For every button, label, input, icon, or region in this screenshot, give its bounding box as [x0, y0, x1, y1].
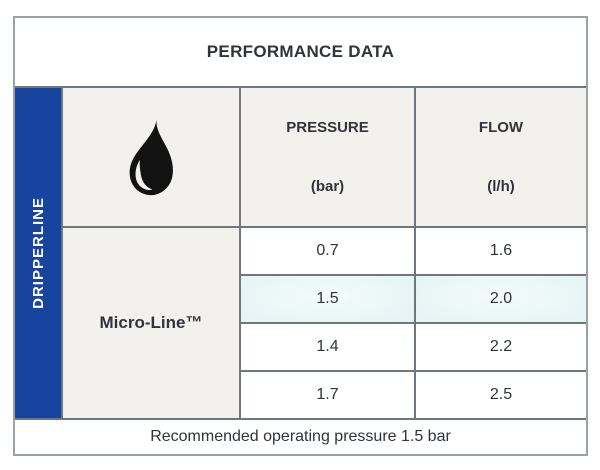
pressure-value-cell: 0.7: [241, 228, 416, 276]
flow-value-cell: 2.5: [416, 372, 586, 420]
pressure-value-cell: 1.4: [241, 324, 416, 372]
category-band: DRIPPERLINE: [15, 88, 63, 420]
footer-note: Recommended operating pressure 1.5 bar: [150, 428, 451, 445]
flow-value-cell: 1.6: [416, 228, 586, 276]
pressure-value-cell-highlighted: 1.5: [241, 276, 416, 324]
product-icon-cell: [63, 88, 241, 228]
flow-header-label: FLOW: [478, 119, 524, 136]
product-name-cell: Micro-Line™: [63, 228, 241, 420]
pressure-header-label: PRESSURE: [286, 119, 369, 136]
flow-value-cell: 2.2: [416, 324, 586, 372]
pressure-value-cell: 1.7: [241, 372, 416, 420]
pressure-header-unit: (bar): [310, 178, 345, 195]
table-title: PERFORMANCE DATA: [15, 18, 586, 88]
water-drop-icon: [129, 118, 173, 196]
flow-value-cell-highlighted: 2.0: [416, 276, 586, 324]
category-label: DRIPPERLINE: [29, 197, 47, 309]
pressure-column-header: PRESSURE (bar): [241, 88, 416, 228]
flow-header-unit: (l/h): [487, 178, 515, 195]
performance-data-table: PERFORMANCE DATA DRIPPERLINE PRESSURE (b…: [13, 16, 588, 456]
flow-column-header: FLOW (l/h): [416, 88, 586, 228]
